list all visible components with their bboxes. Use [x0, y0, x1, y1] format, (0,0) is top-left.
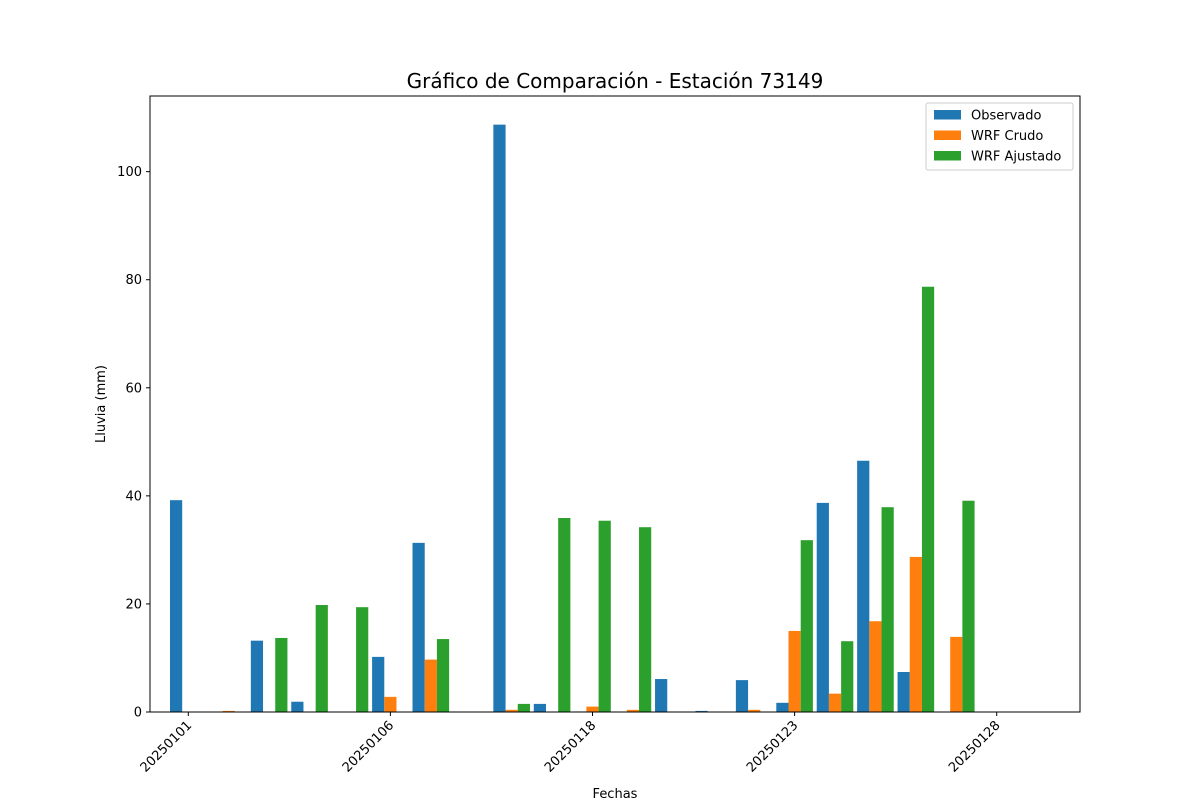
bar-observado-15 — [776, 702, 789, 712]
bar-wrf-ajustado-2 — [275, 637, 288, 712]
y-tick-label: 0 — [134, 706, 142, 721]
bar-wrf-crudo-11 — [626, 709, 640, 712]
y-tick-label: 80 — [125, 273, 142, 288]
bar-wrf-ajustado-19 — [962, 500, 975, 712]
legend-swatch-wrf-ajustado — [934, 151, 961, 161]
bar-observado-0 — [170, 500, 183, 712]
legend-swatch-observado — [934, 110, 961, 120]
bar-wrf-crudo-15 — [788, 630, 801, 712]
bar-wrf-crudo-18 — [909, 556, 922, 712]
x-tick-label: 20250123 — [744, 718, 801, 775]
bar-wrf-crudo-17 — [869, 621, 882, 712]
chart-title: Gráfico de Comparación - Estación 73149 — [407, 69, 824, 93]
bars-layer — [170, 124, 975, 712]
bar-observado-6 — [412, 542, 425, 712]
y-tick-label: 100 — [117, 165, 142, 180]
bar-wrf-ajustado-9 — [558, 518, 571, 712]
bar-observado-18 — [897, 672, 910, 712]
legend-label-observado: Observado — [971, 109, 1042, 124]
legend: Observado WRF Crudo WRF Ajustado — [925, 102, 1074, 171]
bar-wrf-crudo-16 — [828, 693, 842, 712]
bar-wrf-crudo-8 — [505, 709, 518, 712]
bar-wrf-ajustado-6 — [436, 639, 450, 712]
bar-wrf-ajustado-11 — [639, 527, 652, 712]
y-tick-label: 60 — [125, 381, 142, 396]
bar-observado-13 — [695, 710, 708, 712]
bar-wrf-ajustado-3 — [315, 605, 328, 712]
x-tick-label: 20250106 — [340, 718, 397, 775]
bar-wrf-ajustado-10 — [598, 520, 611, 712]
bar-observado-14 — [735, 680, 749, 712]
legend-label-wrf-ajustado: WRF Ajustado — [971, 150, 1061, 165]
bar-wrf-ajustado-17 — [881, 507, 894, 712]
bar-observado-9 — [533, 703, 546, 712]
bar-observado-3 — [291, 701, 304, 712]
bar-wrf-crudo-5 — [384, 696, 397, 712]
bar-wrf-ajustado-18 — [921, 286, 935, 712]
x-tick-label: 20250101 — [138, 718, 195, 775]
x-tick-label: 20250128 — [946, 718, 1003, 775]
bar-observado-16 — [816, 502, 829, 712]
bar-wrf-ajustado-16 — [841, 641, 854, 712]
bar-wrf-crudo-1 — [222, 710, 235, 712]
y-axis: 0 20 40 60 80 100 — [117, 165, 150, 721]
plot-area-frame — [149, 95, 1081, 713]
bar-observado-8 — [493, 124, 506, 712]
bar-wrf-crudo-14 — [748, 709, 761, 712]
x-tick-label: 20250118 — [542, 718, 599, 775]
x-axis-label: Fechas — [593, 787, 638, 800]
bar-wrf-ajustado-15 — [800, 540, 813, 712]
legend-label-wrf-crudo: WRF Crudo — [971, 129, 1043, 144]
bar-wrf-ajustado-8 — [517, 703, 530, 712]
y-tick-label: 40 — [125, 489, 142, 504]
bar-wrf-crudo-6 — [424, 659, 437, 712]
y-axis-label: Lluvia (mm) — [94, 365, 109, 443]
legend-box — [925, 102, 1074, 171]
bar-wrf-ajustado-4 — [356, 607, 369, 712]
bar-observado-17 — [857, 460, 870, 712]
x-axis: 20250101 20250106 20250118 20250123 20250128 — [138, 712, 1004, 776]
bar-wrf-crudo-10 — [586, 706, 599, 712]
legend-swatch-wrf-crudo — [934, 130, 961, 140]
bar-observado-5 — [372, 656, 385, 712]
bar-wrf-crudo-19 — [950, 636, 963, 712]
bar-observado-12 — [655, 679, 668, 712]
y-tick-label: 20 — [125, 597, 142, 612]
bar-observado-2 — [250, 640, 264, 712]
